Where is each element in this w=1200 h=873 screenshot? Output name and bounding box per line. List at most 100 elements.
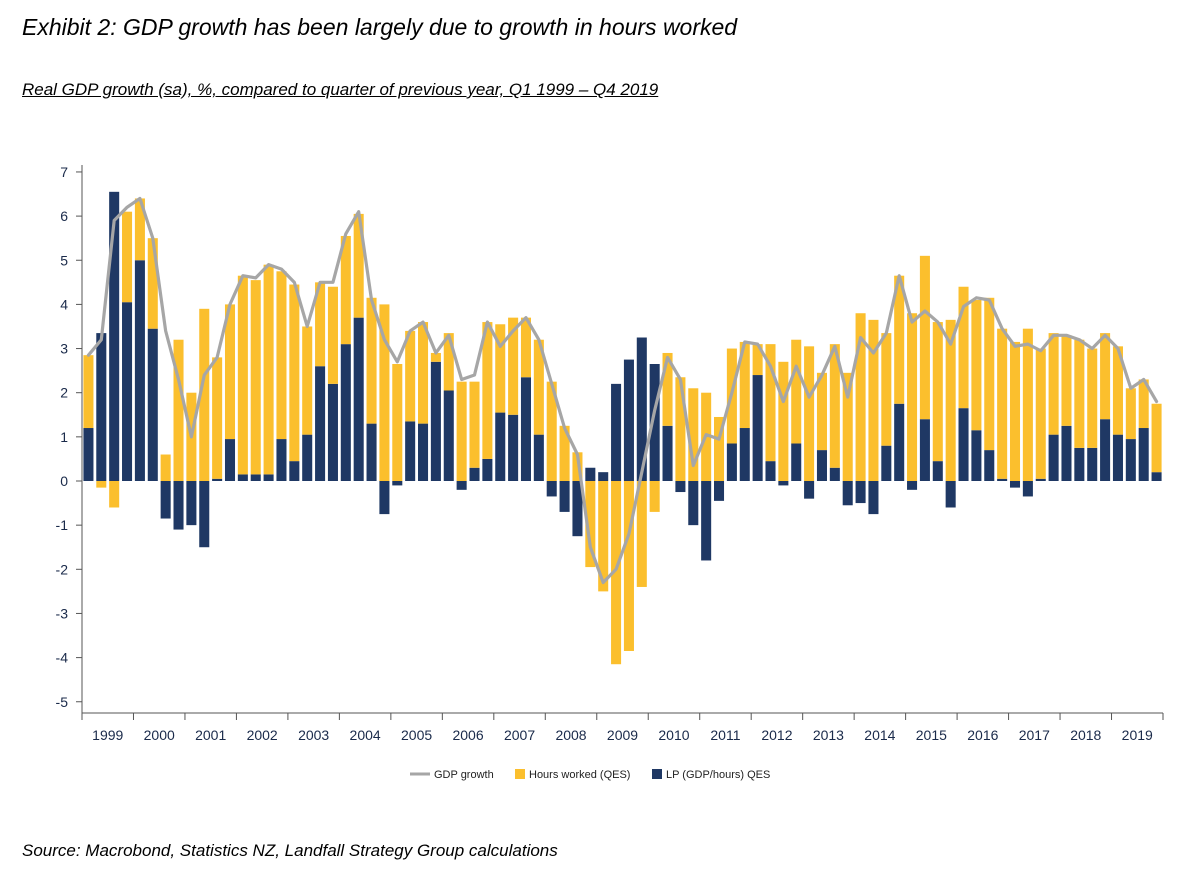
lp-bar [662, 425, 673, 481]
y-tick-label: -4 [56, 650, 69, 666]
legend-lp-swatch [652, 769, 662, 779]
lp-bar [212, 478, 223, 481]
y-tick-label: 6 [60, 208, 68, 224]
hours-bar [315, 282, 326, 367]
lp-bar [173, 481, 184, 530]
line-layer [86, 196, 1159, 585]
lp-bar [520, 377, 531, 481]
x-tick-label: 2013 [813, 727, 844, 743]
axes-layer: -5 -4 -3 -2 -1 0 1 2 3 4 5 6 7 1999 2000 2001 2002 2003 20… [56, 164, 1164, 743]
lp-bar [919, 419, 930, 481]
x-tick-label: 2015 [916, 727, 947, 743]
x-tick-label: 2000 [144, 727, 175, 743]
hours-bar [559, 425, 570, 481]
lp-bar [96, 333, 107, 481]
gdp-growth-line [86, 196, 1159, 585]
bars-layer [83, 191, 1162, 665]
hours-bar [791, 339, 802, 444]
lp-bar [726, 443, 737, 481]
legend-hours-swatch [515, 769, 525, 779]
lp-bar [469, 467, 480, 481]
x-tick-label: 2003 [298, 727, 329, 743]
lp-bar [649, 364, 660, 481]
lp-bar [688, 481, 699, 526]
y-tick-label: -5 [56, 694, 69, 710]
hours-bar [1022, 328, 1033, 481]
x-tick-label: 2014 [864, 727, 895, 743]
hours-bar [289, 284, 300, 462]
hours-bar [495, 324, 506, 413]
x-tick-label: 2007 [504, 727, 535, 743]
y-tick-label: 0 [60, 473, 68, 489]
lp-bar [1100, 419, 1111, 481]
hours-bar [327, 286, 338, 384]
lp-bar [302, 434, 313, 481]
lp-bar [739, 428, 750, 481]
hours-bar [1112, 346, 1123, 435]
lp-bar [971, 430, 982, 481]
hours-bar [443, 333, 454, 391]
hours-bar [199, 308, 210, 481]
lp-bar [199, 481, 210, 548]
lp-bar [714, 481, 725, 501]
hours-bar [714, 416, 725, 481]
y-tick-label: 4 [60, 296, 68, 312]
lp-bar [1048, 434, 1059, 481]
lp-bar [675, 481, 686, 493]
x-tick-label: 2019 [1122, 727, 1153, 743]
lp-bar [327, 383, 338, 481]
hours-bar [456, 381, 467, 481]
legend-hours-label: Hours worked (QES) [529, 769, 630, 781]
hours-bar [971, 299, 982, 431]
hours-bar [83, 355, 94, 429]
legend-gdp-label: GDP growth [434, 769, 494, 781]
hours-bar [482, 322, 493, 459]
lp-bar [379, 481, 390, 515]
hours-bar [688, 388, 699, 481]
lp-bar [572, 481, 583, 537]
hours-bar [919, 255, 930, 420]
lp-bar [1138, 428, 1149, 481]
hours-bar [765, 344, 776, 462]
hours-bar [302, 326, 313, 435]
lp-bar [765, 461, 776, 481]
hours-bar [160, 454, 171, 481]
hours-bar [842, 372, 853, 481]
hours-bar [122, 211, 133, 303]
lp-bar [340, 344, 351, 481]
x-tick-label: 2017 [1019, 727, 1050, 743]
hours-bar [533, 339, 544, 435]
x-tick-label: 2006 [452, 727, 483, 743]
x-tick-label: 1999 [92, 727, 123, 743]
hours-bar [1151, 403, 1162, 473]
lp-bar [881, 445, 892, 481]
hours-bar [353, 213, 364, 318]
lp-bar [623, 359, 634, 481]
lp-bar [816, 450, 827, 481]
hours-bar [829, 344, 840, 468]
lp-bar [1061, 425, 1072, 481]
hours-bar [1100, 333, 1111, 420]
hours-bar [675, 377, 686, 481]
hours-bar [366, 297, 377, 424]
y-tick-label: -1 [56, 517, 69, 533]
lp-bar [122, 302, 133, 481]
x-tick-label: 2008 [555, 727, 586, 743]
y-tick-label: 1 [60, 429, 68, 445]
hours-bar [778, 361, 789, 481]
lp-bar [984, 450, 995, 481]
lp-bar [443, 390, 454, 481]
y-tick-label: -2 [56, 561, 69, 577]
lp-bar [456, 481, 467, 490]
lp-bar [1009, 481, 1021, 488]
lp-bar [636, 337, 647, 481]
lp-bar [829, 467, 840, 481]
lp-bar [109, 191, 120, 481]
lp-bar [611, 383, 622, 481]
hours-bar [392, 364, 403, 481]
hours-bar [572, 452, 583, 481]
hours-bar [1087, 348, 1098, 448]
lp-bar [392, 481, 403, 486]
hours-bar [598, 481, 609, 592]
hours-bar [508, 317, 519, 415]
